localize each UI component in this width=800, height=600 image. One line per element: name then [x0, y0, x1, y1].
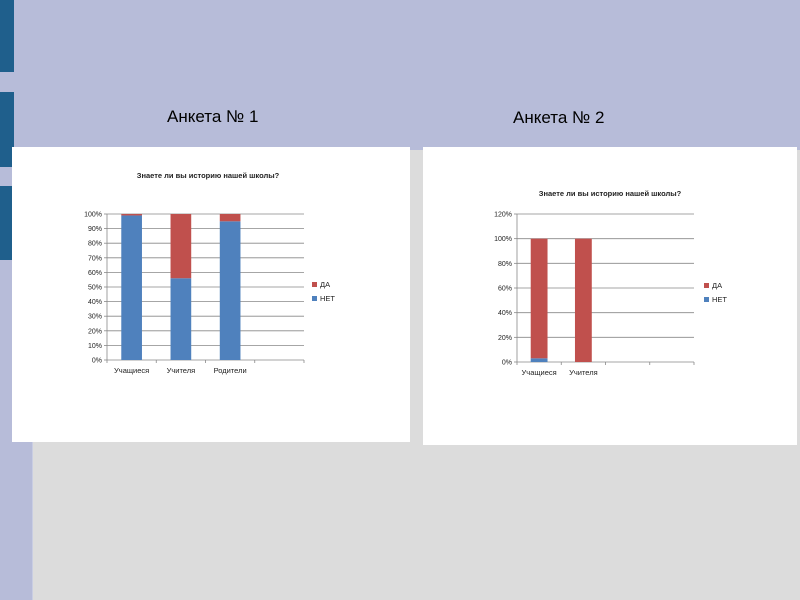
chart-1-x-tick-label: Учителя	[167, 366, 196, 375]
chart-1-bar-net-3	[219, 221, 241, 360]
chart-1-y-tick-label: 100%	[84, 212, 102, 219]
chart-1-legend-swatch-1	[312, 282, 317, 287]
chart-2-y-tick-label: 40%	[498, 310, 512, 317]
survey-label-1: Анкета № 1	[167, 107, 259, 126]
chart-1-legend-label-2: НЕТ	[320, 294, 335, 303]
chart-2-bar-da-1	[530, 238, 548, 359]
chart-2-bar-da-2	[574, 238, 592, 362]
chart-2-y-tick-label: 20%	[498, 335, 512, 342]
slide-header-band	[0, 0, 800, 150]
chart-1-bar-da-2	[170, 214, 192, 279]
chart-1-y-tick-label: 30%	[88, 314, 102, 321]
chart-2-title: Знаете ли вы историю нашей школы?	[539, 189, 682, 198]
chart-2-y-tick-label: 60%	[498, 286, 512, 293]
chart-2-x-tick-label: Учащиеся	[522, 368, 557, 377]
chart-panel-1: Знаете ли вы историю нашей школы? 0% 10% 20…	[12, 147, 410, 442]
chart-1-bar-net-1	[121, 215, 142, 360]
chart-1-bar-da-3	[219, 214, 241, 222]
chart-2-legend-swatch-2	[704, 297, 709, 302]
chart-2-legend-swatch-1	[704, 283, 709, 288]
chart-2-y-tick-label: 100%	[494, 236, 512, 243]
chart-1-x-tick-label: Родители	[214, 366, 247, 375]
chart-2-legend-label-2: НЕТ	[712, 295, 727, 304]
chart-2-legend-label-1: ДА	[712, 281, 722, 290]
survey-label-2: Анкета № 2	[513, 108, 605, 127]
chart-2: Знаете ли вы историю нашей школы? 0% 20% 40…	[494, 189, 727, 377]
chart-1-y-tick-label: 10%	[88, 343, 102, 350]
accent-bar-2	[0, 92, 14, 167]
chart-1-y-tick-label: 80%	[88, 241, 102, 248]
accent-bar-3	[0, 186, 14, 260]
chart-1-bar-da-1	[121, 214, 142, 216]
chart-1-bar-net-2	[170, 278, 192, 360]
chart-2-bar-net-1	[530, 358, 548, 362]
chart-1-y-tick-label: 70%	[88, 255, 102, 262]
chart-2-y-tick-label: 0%	[502, 360, 512, 367]
chart-2-y-tick-label: 80%	[498, 261, 512, 268]
chart-1-y-tick-label: 60%	[88, 270, 102, 277]
chart-2-x-tick-label: Учителя	[569, 368, 598, 377]
chart-1-y-tick-label: 0%	[92, 358, 102, 365]
accent-bar-1	[0, 0, 14, 72]
chart-1-x-tick-label: Учащиеся	[114, 366, 149, 375]
chart-1-legend-label-1: ДА	[320, 280, 330, 289]
chart-1-y-tick-label: 50%	[88, 285, 102, 292]
chart-panel-2: Знаете ли вы историю нашей школы? 0% 20% 40…	[423, 147, 797, 445]
chart-1-y-tick-label: 90%	[88, 226, 102, 233]
chart-1-y-tick-label: 40%	[88, 299, 102, 306]
chart-1-title: Знаете ли вы историю нашей школы?	[137, 171, 280, 180]
chart-1-legend-swatch-2	[312, 296, 317, 301]
chart-2-y-tick-label: 120%	[494, 212, 512, 219]
chart-1-y-tick-label: 20%	[88, 328, 102, 335]
chart-1: Знаете ли вы историю нашей школы? 0% 10% 20…	[84, 171, 335, 375]
